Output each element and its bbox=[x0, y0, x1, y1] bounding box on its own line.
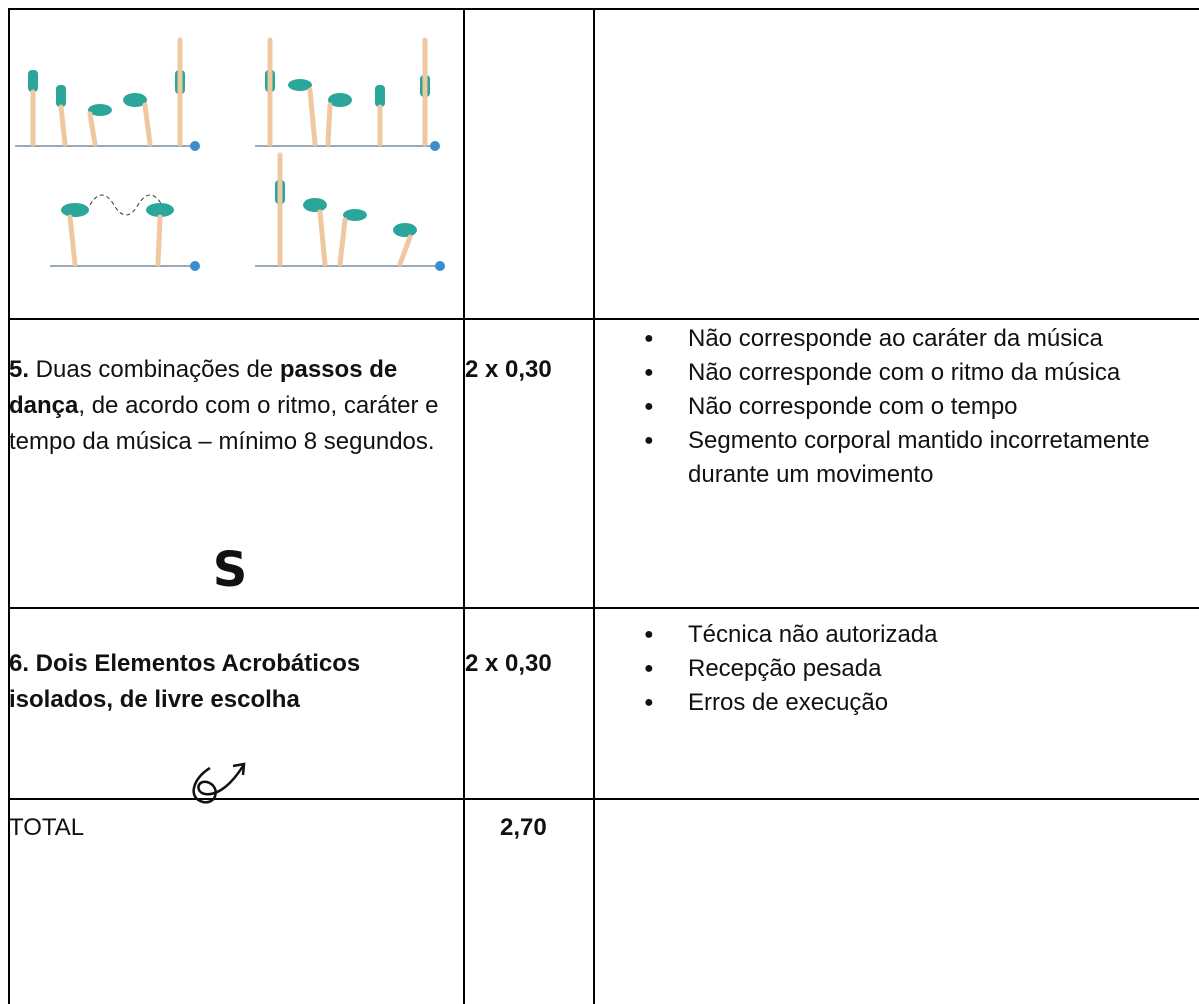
total-value: 2,70 bbox=[500, 814, 547, 841]
row-border bbox=[8, 798, 1199, 800]
text-run: 5. bbox=[9, 356, 30, 383]
value: 2 x 0,30 bbox=[465, 650, 552, 677]
fault: Técnica não autorizada bbox=[630, 618, 1199, 652]
text-run: 6. Dois Elementos Acrobáticos isolados, … bbox=[9, 650, 361, 713]
fault: Não corresponde com o tempo bbox=[630, 390, 1199, 424]
value: 2 x 0,30 bbox=[465, 356, 552, 383]
gymnast-illustration bbox=[15, 37, 445, 271]
col-border bbox=[8, 8, 10, 1004]
fault: Segmento corporal mantido incorretamente… bbox=[630, 424, 1199, 492]
col-border bbox=[463, 8, 465, 1004]
text-run: Duas combinações de bbox=[29, 356, 280, 383]
text-run: , de acordo com o ritmo, caráter e tempo… bbox=[9, 392, 439, 455]
row-border bbox=[8, 8, 1199, 10]
fault: Erros de execução bbox=[630, 686, 1199, 720]
fault: Não corresponde ao caráter da música bbox=[630, 322, 1199, 356]
fault-list: Não corresponde ao caráter da músicaNão … bbox=[630, 322, 1199, 492]
total-label: TOTAL bbox=[9, 814, 85, 841]
criterion: 5. Duas combinações de passos de dança, … bbox=[9, 352, 459, 460]
symbol: S bbox=[212, 542, 248, 598]
fault-list: Técnica não autorizadaRecepção pesadaErr… bbox=[630, 618, 1199, 720]
col-border bbox=[593, 8, 595, 1004]
row-border bbox=[8, 318, 1199, 320]
text-run: passos de dança bbox=[9, 356, 398, 419]
fault: Recepção pesada bbox=[630, 652, 1199, 686]
criterion: 6. Dois Elementos Acrobáticos isolados, … bbox=[9, 646, 459, 718]
fault: Não corresponde com o ritmo da música bbox=[630, 356, 1199, 390]
acrobatic-symbol bbox=[192, 762, 246, 804]
row-border bbox=[8, 607, 1199, 609]
